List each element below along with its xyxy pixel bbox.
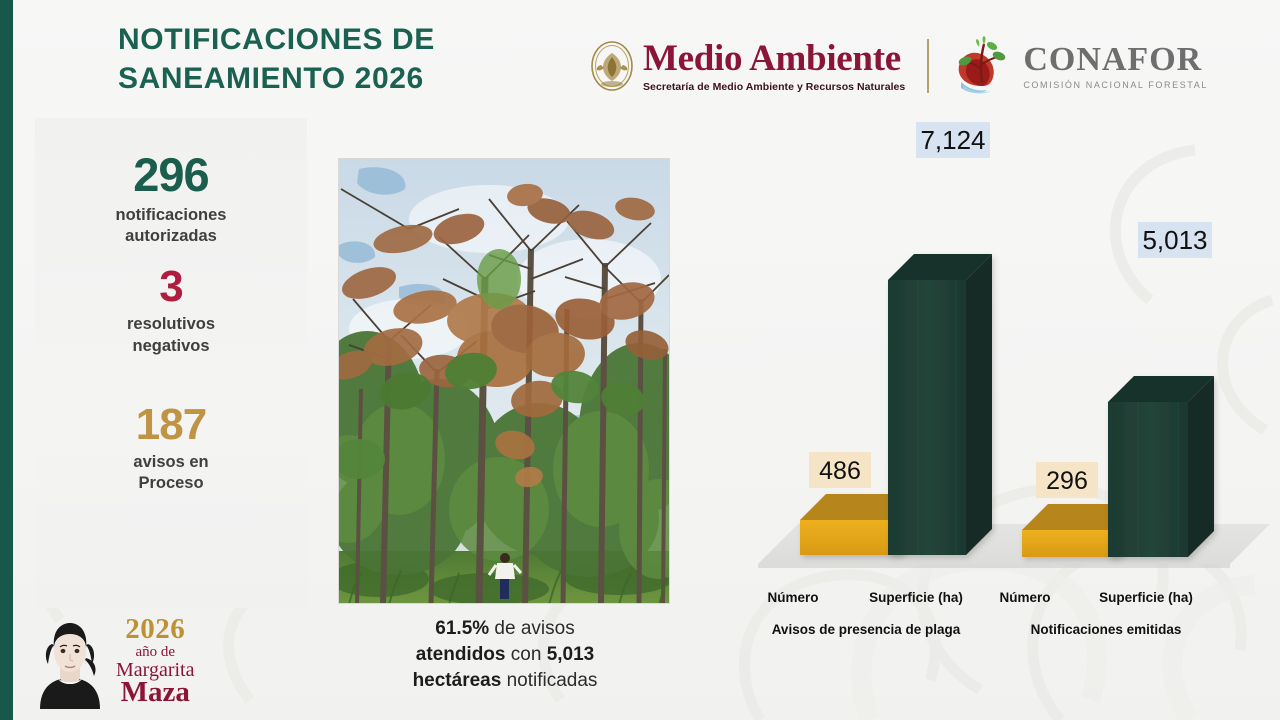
axis-group-label-line1: Avisos de presencia de [771, 622, 922, 637]
logo-bar: Medio Ambiente Secretaría de Medio Ambie… [590, 28, 1260, 104]
stat-label: resolutivos negativos [35, 314, 307, 356]
chart-axis-labels: Número Superficie (ha) Número Superficie… [670, 590, 1280, 662]
axis-tick-row: Número Superficie (ha) Número Superficie… [670, 590, 1280, 612]
conafor-tree-mark-icon [959, 36, 1006, 94]
stat-item-resolutivos: 3 resolutivos negativos [35, 263, 307, 357]
margarita-anio: año de [135, 644, 176, 660]
stat-item-notificaciones: 296 notificaciones autorizadas [35, 148, 307, 247]
logo-divider [927, 39, 930, 93]
value-label-text: 7,124 [920, 125, 985, 155]
value-label-7124: 7,124 [916, 122, 990, 158]
axis-group-label-line2: plaga [925, 622, 961, 637]
stat-label-line1: resolutivos [126, 315, 216, 334]
stat-value: 187 [135, 399, 207, 449]
margarita-year: 2026 [125, 613, 186, 645]
value-label-5013: 5,013 [1138, 222, 1212, 258]
axis-tick-superficie-2: Superficie (ha) [1099, 590, 1193, 605]
stat-value: 3 [159, 261, 183, 311]
photo-caption: 61.5% de avisos atendidos con 5,013 hect… [330, 616, 680, 693]
conafor-name: CONAFOR [1023, 40, 1203, 78]
stat-label-line1: avisos en [133, 453, 209, 472]
axis-group-label-notificaciones: Notificaciones emitidas [1030, 622, 1182, 637]
margarita-lastname: Maza [120, 676, 190, 708]
stat-label: avisos en Proceso [35, 452, 307, 494]
stat-label-line1: notificaciones [115, 205, 227, 224]
value-label-296: 296 [1036, 462, 1098, 498]
axis-tick-numero-2: Número [999, 590, 1051, 605]
stat-item-avisos: 187 avisos en Proceso [35, 401, 307, 495]
conafor-logo: CONAFOR COMISIÓN NACIONAL FORESTAL [951, 36, 1208, 96]
semarnat-name: Medio Ambiente [643, 37, 901, 79]
caption-hectareas: hectáreas [412, 669, 502, 691]
axis-tick-numero-1: Número [767, 590, 819, 605]
caption-text-3: notificadas [501, 669, 598, 691]
stats-column: 296 notificaciones autorizadas 3 resolut… [35, 148, 307, 498]
margarita-maza-portrait-icon [40, 622, 100, 709]
page-title: NOTIFICACIONES DE SANEAMIENTO 2026 [118, 23, 435, 95]
caption-hectares-value: 5,013 [546, 643, 595, 665]
semarnat-subtitle: Secretaría de Medio Ambiente y Recursos … [643, 80, 906, 93]
conafor-subtitle: COMISIÓN NACIONAL FORESTAL [1023, 79, 1208, 90]
margarita-maza-badge: 2026 año de Margarita Maza [30, 612, 245, 710]
caption-text-1: de avisos [489, 618, 575, 639]
bar-group2-superficie [1108, 376, 1214, 557]
axis-tick-superficie-1: Superficie (ha) [869, 590, 963, 605]
stat-label-line2: Proceso [138, 474, 204, 493]
axis-group-label-plaga: Avisos de presencia de plaga [766, 622, 966, 638]
value-label-text: 486 [819, 457, 861, 485]
axis-group-row: Avisos de presencia de plaga Notificacio… [670, 622, 1280, 662]
stat-value: 296 [133, 148, 209, 201]
value-label-486: 486 [809, 452, 871, 488]
slide-header: NOTIFICACIONES DE SANEAMIENTO 2026 Medio… [0, 0, 1280, 115]
forest-photo-icon [339, 159, 669, 603]
forest-photo [338, 158, 670, 604]
bar-chart-svg: 7,124 486 5,013 296 [758, 122, 1270, 568]
stat-label-line2: negativos [132, 336, 210, 355]
value-label-text: 296 [1046, 467, 1088, 495]
bar-group1-superficie [888, 254, 992, 555]
chart-floor-edge [758, 564, 1230, 568]
stat-label-line2: autorizadas [125, 226, 217, 245]
stat-label: notificaciones autorizadas [35, 205, 307, 247]
mexican-eagle-emblem-icon [591, 41, 633, 91]
left-accent-strip [0, 0, 13, 720]
caption-text-2: con [505, 643, 547, 665]
caption-percent: 61.5% [435, 618, 490, 639]
semarnat-logo: Medio Ambiente Secretaría de Medio Ambie… [590, 40, 905, 93]
value-label-text: 5,013 [1142, 225, 1207, 255]
caption-atendidos: atendidos [415, 643, 506, 665]
